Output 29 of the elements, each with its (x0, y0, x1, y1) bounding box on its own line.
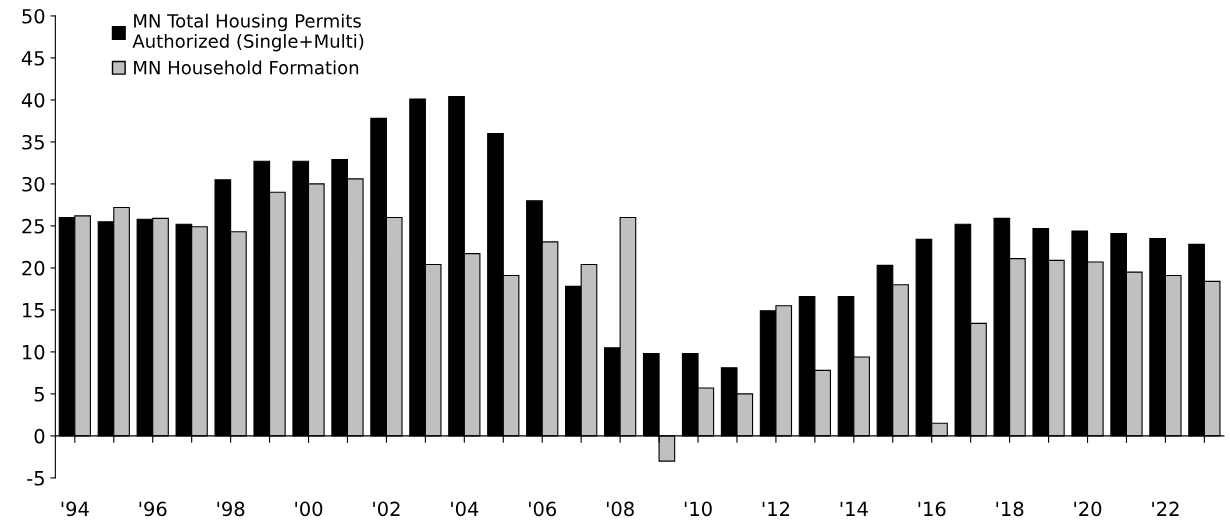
y-tick-label: 15 (23, 303, 44, 318)
x-tick-label: '96 (139, 501, 167, 517)
x-tick-label: '10 (684, 501, 712, 517)
x-tick-label: '20 (1074, 501, 1102, 517)
y-tick-label: 20 (22, 260, 45, 276)
x-tick-label: '22 (1152, 501, 1179, 516)
x-tick-label: '08 (606, 501, 634, 517)
x-tick-label: '00 (295, 501, 323, 517)
y-tick-label: 0 (34, 428, 45, 444)
legend-label: MN Household Formation (134, 60, 359, 75)
x-tick-label: '12 (762, 501, 790, 516)
x-tick-label: '94 (61, 501, 89, 517)
x-tick-label: '04 (451, 501, 479, 517)
y-tick-label: 45 (21, 51, 44, 66)
y-tick-label: 30 (22, 176, 45, 192)
x-tick-label: '06 (529, 501, 557, 517)
x-tick-label: '02 (373, 501, 400, 517)
x-tick-label: '14 (840, 501, 868, 516)
x-tick-label: '16 (918, 501, 946, 517)
y-tick-label: 40 (21, 92, 45, 108)
y-tick-label: 10 (23, 344, 45, 360)
y-tick-label: 5 (34, 387, 44, 402)
y-tick-label: -5 (27, 471, 44, 486)
y-tick-label: 50 (22, 8, 45, 24)
y-tick-label: 35 (22, 134, 44, 150)
x-tick-label: '98 (217, 501, 245, 517)
legend-label: MN Total Housing Permits Authorized (Single+Multi) (132, 13, 364, 52)
x-tick-label: '18 (996, 501, 1024, 517)
y-tick-label: 25 (22, 218, 44, 234)
